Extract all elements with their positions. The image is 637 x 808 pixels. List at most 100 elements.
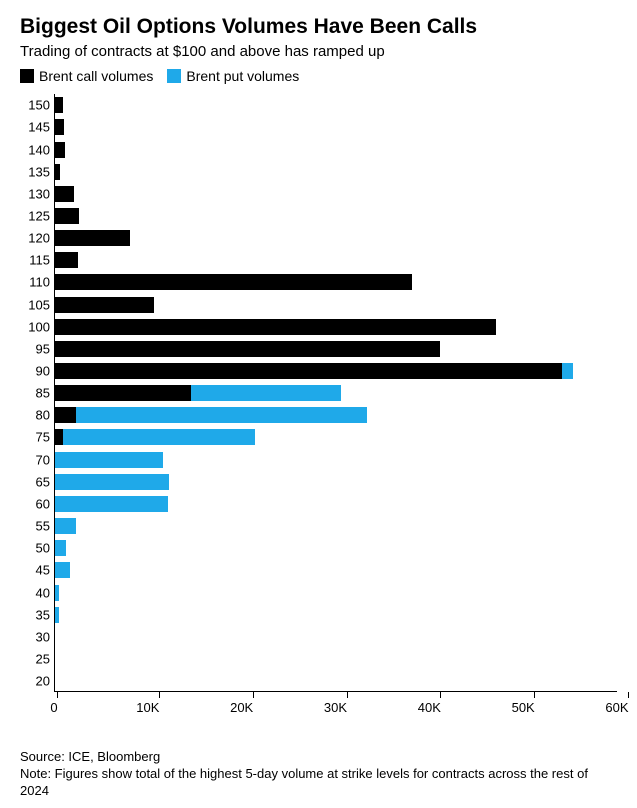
bar-row — [55, 297, 154, 313]
bar-row — [55, 540, 66, 556]
bar-row — [55, 252, 78, 268]
y-axis-labels: 1501451401351301251201151101051009590858… — [20, 94, 50, 692]
source-line: Source: ICE, Bloomberg — [20, 749, 617, 766]
chart-subtitle: Trading of contracts at $100 and above h… — [20, 43, 617, 60]
x-tick-mark — [159, 692, 160, 698]
bar-row — [55, 341, 440, 357]
x-tick-label: 40K — [418, 700, 441, 715]
bar-row — [55, 186, 74, 202]
x-tick-label: 0 — [50, 700, 57, 715]
bar-segment-call — [55, 208, 79, 224]
bar-segment-call — [55, 274, 412, 290]
y-tick-label: 70 — [20, 452, 50, 467]
legend-item-put: Brent put volumes — [167, 68, 299, 84]
bar-row — [55, 452, 163, 468]
bar-segment-call — [55, 230, 130, 246]
x-tick: 60K — [617, 692, 637, 715]
chart-title: Biggest Oil Options Volumes Have Been Ca… — [20, 14, 617, 39]
y-tick-label: 65 — [20, 474, 50, 489]
x-tick-label: 60K — [605, 700, 628, 715]
bar-row — [55, 518, 76, 534]
x-tick-mark — [440, 692, 441, 698]
bar-segment-put — [55, 474, 169, 490]
bar-row — [55, 607, 59, 623]
y-tick-label: 25 — [20, 651, 50, 666]
bar-segment-put — [76, 407, 367, 423]
y-tick-label: 125 — [20, 209, 50, 224]
x-tick: 40K — [429, 692, 452, 715]
bar-segment-call — [55, 363, 562, 379]
y-tick-label: 105 — [20, 297, 50, 312]
note-line: Note: Figures show total of the highest … — [20, 766, 617, 800]
y-tick-label: 140 — [20, 142, 50, 157]
bar-segment-put — [55, 540, 66, 556]
x-tick: 50K — [523, 692, 546, 715]
bar-row — [55, 230, 130, 246]
bar-segment-put — [562, 363, 573, 379]
bar-segment-put — [55, 518, 76, 534]
y-tick-label: 130 — [20, 186, 50, 201]
bar-row — [55, 385, 341, 401]
bar-segment-put — [55, 452, 163, 468]
bar-segment-put — [191, 385, 341, 401]
y-tick-label: 75 — [20, 430, 50, 445]
y-tick-label: 90 — [20, 364, 50, 379]
y-tick-label: 95 — [20, 341, 50, 356]
bar-row — [55, 274, 412, 290]
x-axis: 010K20K30K40K50K60K — [54, 692, 617, 724]
bar-row — [55, 363, 573, 379]
chart-footer: Source: ICE, Bloomberg Note: Figures sho… — [20, 749, 617, 800]
y-tick-label: 35 — [20, 607, 50, 622]
legend-item-call: Brent call volumes — [20, 68, 153, 84]
bar-row — [55, 429, 255, 445]
bar-segment-call — [55, 385, 191, 401]
bar-segment-put — [63, 429, 255, 445]
bar-segment-call — [55, 341, 440, 357]
bar-row — [55, 585, 59, 601]
y-tick-label: 135 — [20, 164, 50, 179]
y-tick-label: 120 — [20, 231, 50, 246]
x-tick: 10K — [148, 692, 171, 715]
bar-row — [55, 97, 63, 113]
x-tick-label: 50K — [512, 700, 535, 715]
y-tick-label: 50 — [20, 541, 50, 556]
bar-row — [55, 496, 168, 512]
y-tick-label: 55 — [20, 519, 50, 534]
y-tick-label: 150 — [20, 98, 50, 113]
bar-row — [55, 319, 496, 335]
bar-segment-call — [55, 319, 496, 335]
bar-segment-call — [55, 164, 60, 180]
y-tick-label: 110 — [20, 275, 50, 290]
bar-segment-put — [55, 585, 59, 601]
bar-row — [55, 164, 60, 180]
bar-segment-call — [55, 119, 64, 135]
bar-segment-call — [55, 97, 63, 113]
x-tick: 0 — [54, 692, 61, 715]
legend-label-put: Brent put volumes — [186, 68, 299, 84]
y-tick-label: 80 — [20, 408, 50, 423]
bar-segment-put — [55, 496, 168, 512]
bar-row — [55, 474, 169, 490]
y-tick-label: 45 — [20, 563, 50, 578]
x-tick-label: 10K — [136, 700, 159, 715]
x-tick-mark — [534, 692, 535, 698]
plot-area — [54, 94, 617, 692]
bar-row — [55, 208, 79, 224]
legend-label-call: Brent call volumes — [39, 68, 153, 84]
x-tick-label: 30K — [324, 700, 347, 715]
bar-row — [55, 407, 367, 423]
legend-swatch-call — [20, 69, 34, 83]
y-tick-label: 60 — [20, 496, 50, 511]
y-tick-label: 115 — [20, 253, 50, 268]
bar-segment-call — [55, 142, 65, 158]
bar-segment-put — [55, 562, 70, 578]
y-tick-label: 20 — [20, 674, 50, 689]
y-tick-label: 40 — [20, 585, 50, 600]
y-tick-label: 145 — [20, 120, 50, 135]
bar-row — [55, 562, 70, 578]
bar-segment-call — [55, 186, 74, 202]
x-tick-mark — [628, 692, 629, 698]
x-tick-label: 20K — [230, 700, 253, 715]
bar-segment-call — [55, 297, 154, 313]
y-tick-label: 100 — [20, 319, 50, 334]
